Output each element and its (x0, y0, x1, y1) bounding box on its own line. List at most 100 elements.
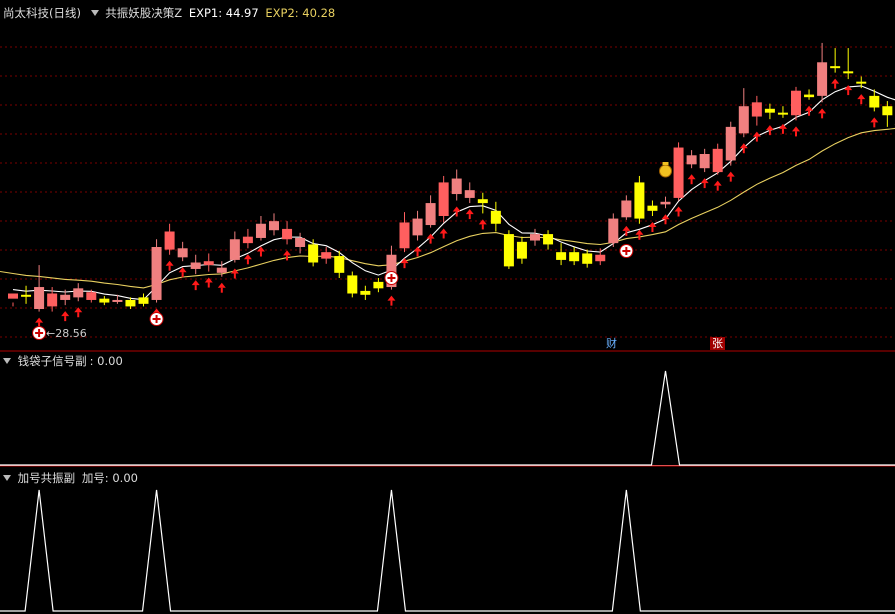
indicator-menu-icon[interactable] (90, 10, 99, 16)
buy-arrow-icon (35, 317, 44, 328)
candle-body (699, 154, 710, 169)
candle-body (255, 223, 266, 238)
candle-body (503, 234, 514, 267)
candle-body (490, 210, 501, 224)
candle-body (21, 294, 32, 297)
low-price-marker: ←28.56 (46, 327, 87, 340)
plus-resonance-signal-path (0, 489, 895, 612)
candle (412, 210, 423, 241)
candle (125, 297, 136, 309)
candle (777, 106, 788, 118)
stock-label[interactable]: 尚太科技(日线) (3, 6, 81, 20)
plus-signal-markers (32, 244, 634, 340)
candle-body (712, 148, 723, 173)
candle (360, 285, 371, 300)
candle-body (438, 182, 449, 216)
buy-arrow-icon (256, 246, 265, 257)
panel3-menu-icon[interactable] (3, 475, 11, 481)
candle-body (399, 222, 410, 249)
buy-arrows (35, 78, 879, 328)
finance-badge[interactable]: 财 (606, 337, 617, 350)
candle (556, 243, 567, 266)
candle (308, 239, 319, 267)
candle-body (830, 66, 841, 69)
candle (751, 95, 762, 126)
limit-up-badge[interactable]: 张 (710, 337, 725, 350)
candle (347, 271, 358, 298)
candle-body (725, 126, 736, 161)
candle (242, 228, 253, 249)
candle-body (73, 288, 84, 298)
candle-body (216, 267, 227, 273)
panel2-menu-icon[interactable] (3, 358, 11, 364)
candle-body (282, 228, 293, 240)
buy-arrow-icon (165, 260, 174, 271)
candle-body (321, 252, 332, 259)
buy-arrow-icon (452, 206, 461, 217)
indicator-name[interactable]: 共振妖股决策Z (105, 6, 183, 20)
candle (269, 213, 279, 236)
candle (843, 48, 854, 80)
candle-body (556, 252, 567, 260)
candle (8, 293, 18, 307)
candle-body (373, 281, 384, 289)
candle-body (386, 254, 397, 288)
candle (203, 253, 214, 272)
candle (856, 76, 867, 89)
candle (673, 142, 684, 201)
candle-body (164, 231, 175, 250)
main-panel-header: 尚太科技(日线) 共振妖股决策Z EXP1: 44.97 EXP2: 40.28 (3, 6, 338, 20)
candle (569, 247, 580, 266)
buy-arrow-icon (792, 126, 800, 137)
candle (830, 48, 841, 73)
candle-body (530, 234, 540, 241)
price-grid (0, 46, 895, 338)
candle (647, 200, 658, 216)
candle-body (190, 262, 201, 269)
candle-body (203, 261, 214, 266)
candle-body (660, 201, 671, 205)
candle (255, 216, 266, 241)
candle (138, 293, 149, 307)
candle (516, 236, 527, 264)
buy-arrow-icon (204, 277, 213, 288)
candle-body (334, 256, 345, 273)
candle (34, 265, 45, 312)
candle (229, 231, 240, 263)
candle-body (412, 218, 423, 236)
candle (21, 285, 32, 304)
money-bag-signal-line (0, 370, 895, 466)
buy-arrow-icon (178, 267, 187, 278)
candle-body (764, 108, 775, 113)
buy-arrow-icon (687, 174, 696, 185)
panel3-value: 加号: 0.00 (81, 471, 138, 485)
candle-body (543, 234, 554, 245)
panel2-name[interactable]: 钱袋子信号副 (17, 354, 87, 368)
candle-body (817, 62, 828, 96)
candle-body (125, 299, 136, 307)
candle (164, 223, 175, 255)
candle-body (34, 287, 45, 309)
candle-body (451, 178, 462, 195)
money-bag-icon (659, 162, 672, 178)
plus-signal-icon (384, 271, 399, 285)
candle (151, 239, 162, 303)
candlestick-series (8, 42, 893, 312)
plus-signal-icon (32, 326, 47, 340)
candle (530, 228, 540, 246)
candle (595, 248, 606, 266)
candle (464, 182, 475, 204)
candle (177, 241, 188, 262)
candle-body (151, 247, 162, 300)
candle (451, 169, 462, 201)
buy-arrow-icon (387, 295, 396, 306)
panel3-name[interactable]: 加号共振副 (17, 471, 76, 485)
money-bag-signal-path (0, 370, 895, 466)
candle-body (269, 221, 279, 231)
candle-body (843, 71, 854, 74)
buy-arrow-icon (217, 282, 226, 293)
buy-arrow-icon (818, 108, 827, 119)
plus-signal-icon (619, 244, 634, 258)
candle (477, 192, 488, 214)
candle (425, 195, 436, 228)
